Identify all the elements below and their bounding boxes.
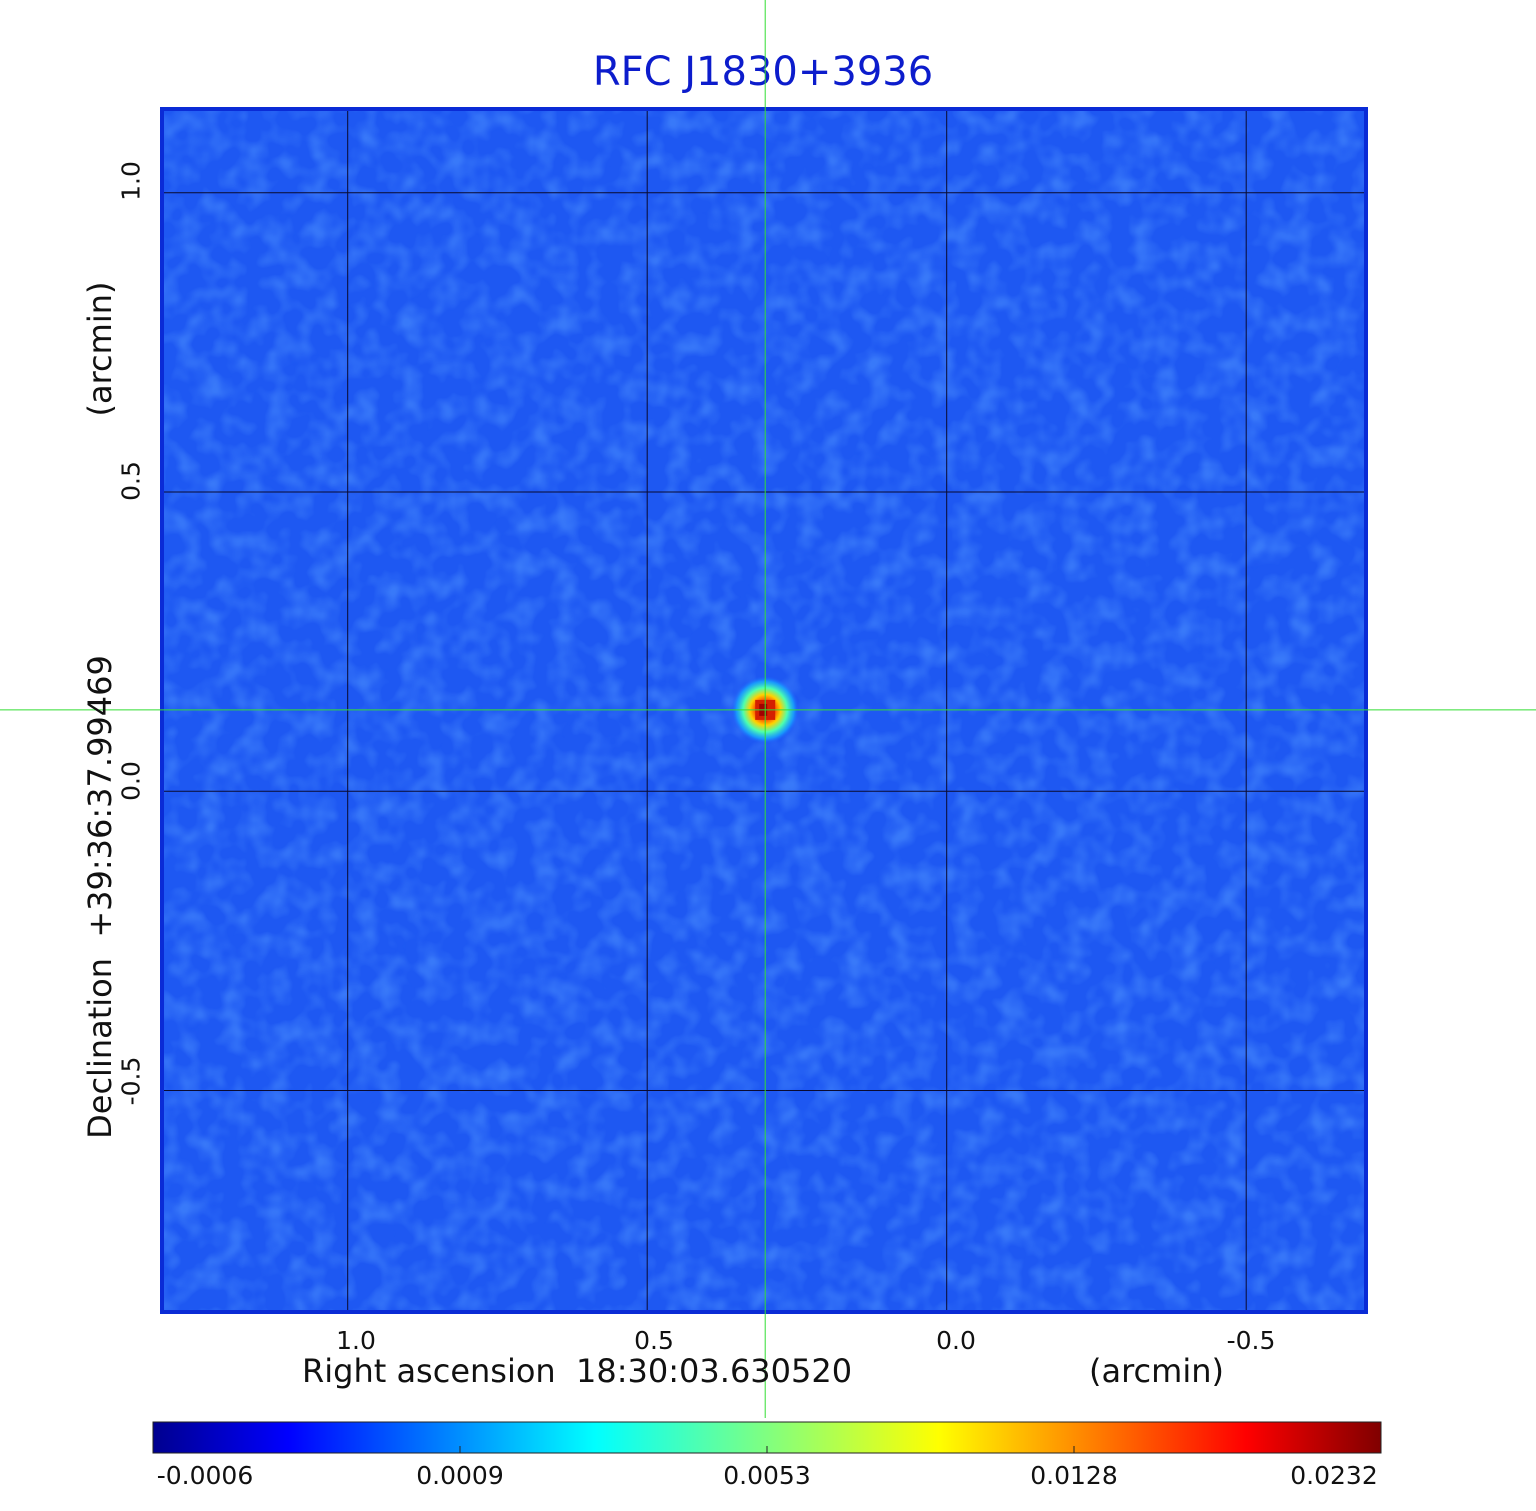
x-tick-label: -0.5 (1226, 1326, 1276, 1355)
y-tick-label: 0.0 (116, 761, 146, 801)
x-axis-unit: (arcmin) (1089, 1352, 1224, 1390)
crosshair (0, 0, 1536, 1418)
colorbar-tick-label: 0.0053 (723, 1461, 811, 1490)
x-tick-label: 1.0 (336, 1326, 376, 1355)
y-axis-label: Declination +39:36:37.99469 (81, 655, 119, 1139)
chart-title: RFC J1830+3936 (592, 49, 934, 95)
x-axis-label: Right ascension 18:30:03.630520 (302, 1352, 853, 1390)
grid-lines (162, 109, 1366, 1312)
y-axis-unit: (arcmin) (81, 281, 119, 417)
colorbar-ticks (459, 1446, 1075, 1453)
y-tick-label: 1.0 (116, 161, 146, 201)
y-tick-label: -0.5 (116, 1056, 146, 1106)
x-tick-label: 0.5 (634, 1326, 674, 1355)
y-tick-label: 0.5 (116, 461, 146, 501)
x-tick-label: 0.0 (936, 1326, 976, 1355)
colorbar-tick-label: 0.0128 (1030, 1461, 1118, 1490)
colorbar-tick-label: 0.0232 (1290, 1461, 1378, 1490)
colorbar-tick-label: 0.0009 (416, 1461, 504, 1490)
plot-frame (160, 107, 1368, 1314)
plot-area (160, 107, 1368, 1314)
colorbar-tick-label: -0.0006 (156, 1461, 254, 1490)
